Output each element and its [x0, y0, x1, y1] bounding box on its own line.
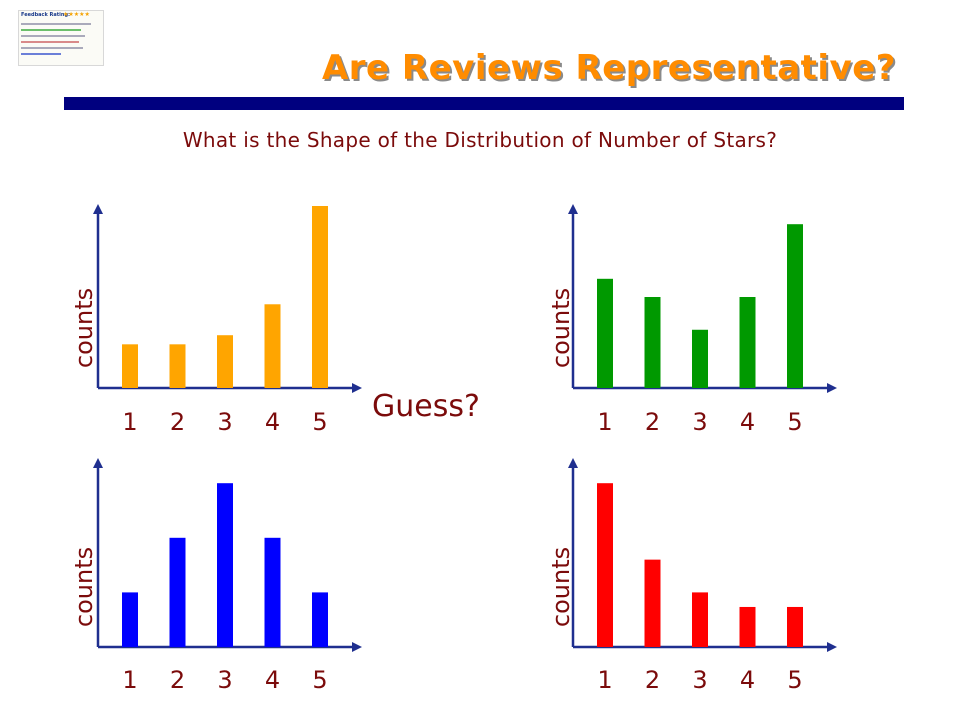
chart-3-y-arrowhead [93, 458, 103, 468]
chart-3-bar [264, 537, 281, 647]
chart-2-y-label: counts [547, 288, 575, 368]
chart-3-tick-label: 2 [170, 666, 185, 694]
chart-2-bar [739, 297, 756, 388]
chart-2-tick-label: 2 [645, 408, 660, 436]
chart-4-tick-label: 2 [645, 666, 660, 694]
thumbnail-line [21, 41, 79, 43]
chart-4-bar [739, 606, 756, 647]
chart-4-tick-label: 3 [692, 666, 707, 694]
chart-3-tick-label: 5 [312, 666, 327, 694]
slide-title: Are Reviews Representative? [321, 48, 896, 88]
chart-3-tick-label: 1 [122, 666, 137, 694]
thumbnail-line [21, 53, 61, 55]
chart-4-bar [692, 592, 708, 647]
thumbnail-line [21, 35, 85, 37]
chart-4-bar [644, 559, 661, 647]
thumbnail-line [21, 23, 91, 25]
chart-1-bar [264, 304, 281, 388]
thumbnail-line [21, 47, 83, 49]
chart-4-y-label: counts [547, 547, 575, 627]
chart-2-tick-label: 3 [692, 408, 707, 436]
chart-3-bar [217, 483, 233, 647]
chart-2-x-arrowhead [827, 383, 837, 393]
chart-3-x-arrowhead [352, 642, 362, 652]
chart-2-bar [597, 278, 613, 388]
stars-icon: ★★★★★ [63, 11, 90, 18]
chart-1-y-label: counts [70, 288, 98, 368]
chart-4-bar [597, 483, 613, 647]
chart-1-bar [312, 206, 328, 388]
chart-1-bar [122, 344, 138, 388]
chart-4-tick-label: 1 [597, 666, 612, 694]
chart-2-bar [787, 224, 803, 388]
chart-2-bar [692, 329, 708, 388]
chart-4-y-arrowhead [568, 458, 578, 468]
chart-2-tick-label: 1 [597, 408, 612, 436]
chart-2-y-arrowhead [568, 204, 578, 214]
chart-1-y-arrowhead [93, 204, 103, 214]
chart-4-tick-label: 5 [787, 666, 802, 694]
chart-3-y-label: counts [70, 547, 98, 627]
chart-1-tick-label: 1 [122, 408, 137, 436]
chart-3-bar [312, 592, 328, 647]
guess-label: Guess? [372, 389, 480, 424]
chart-4-tick-label: 4 [740, 666, 755, 694]
chart-4-bar [787, 606, 803, 647]
chart-2-tick-label: 4 [740, 408, 755, 436]
thumbnail-heading: Feedback Rating: [21, 12, 71, 18]
chart-1-tick-label: 5 [312, 408, 327, 436]
chart-3-tick-label: 3 [217, 666, 232, 694]
chart-2-tick-label: 5 [787, 408, 802, 436]
chart-2-bar [644, 297, 661, 388]
chart-3-bar [122, 592, 138, 647]
chart-1-bar [169, 344, 186, 388]
chart-4-x-arrowhead [827, 642, 837, 652]
chart-3-tick-label: 4 [265, 666, 280, 694]
chart-1-bar [217, 335, 233, 388]
chart-1-tick-label: 2 [170, 408, 185, 436]
chart-3-bar [169, 537, 186, 647]
chart-1-tick-label: 4 [265, 408, 280, 436]
chart-1-tick-label: 3 [217, 408, 232, 436]
thumbnail-line [21, 29, 81, 31]
feedback-rating-thumbnail: Feedback Rating: ★★★★★ [18, 10, 104, 66]
slide-subtitle: What is the Shape of the Distribution of… [182, 128, 778, 152]
chart-1-x-arrowhead [352, 383, 362, 393]
title-rule [64, 97, 904, 110]
